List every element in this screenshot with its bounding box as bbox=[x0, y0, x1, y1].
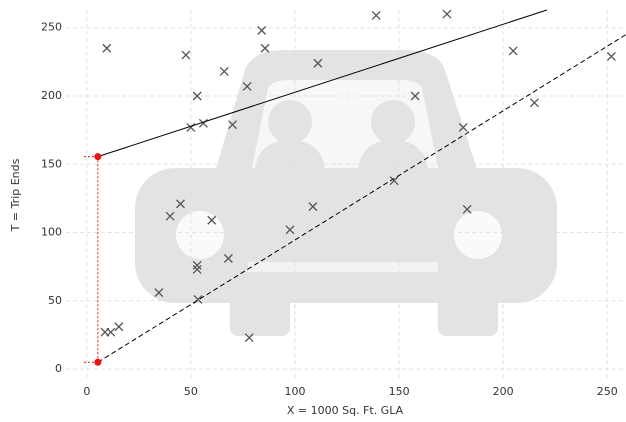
data-point bbox=[242, 81, 252, 91]
data-point bbox=[389, 176, 399, 186]
data-point bbox=[207, 215, 217, 225]
data-point bbox=[462, 204, 472, 214]
y-tick-label: 50 bbox=[48, 294, 62, 307]
car-watermark bbox=[135, 50, 557, 336]
data-point bbox=[228, 120, 238, 130]
y-axis-label: T = Trip Ends bbox=[9, 158, 22, 232]
x-tick-label: 200 bbox=[493, 385, 514, 398]
data-point bbox=[165, 211, 175, 221]
data-point bbox=[102, 43, 112, 53]
data-point bbox=[198, 118, 208, 128]
data-point bbox=[508, 46, 518, 56]
x-axis-label: X = 1000 Sq. Ft. GLA bbox=[287, 404, 404, 417]
data-point bbox=[94, 153, 102, 161]
data-point bbox=[223, 254, 233, 263]
data-point bbox=[313, 58, 323, 68]
data-point bbox=[94, 358, 102, 366]
data-point bbox=[181, 50, 191, 60]
data-point bbox=[260, 43, 270, 53]
data-point bbox=[192, 264, 202, 274]
data-point bbox=[529, 98, 539, 108]
line bbox=[97, 9, 548, 158]
y-tick-label: 100 bbox=[41, 226, 62, 239]
data-point bbox=[257, 26, 267, 35]
data-point bbox=[606, 51, 616, 61]
y-tick-label: 150 bbox=[41, 157, 62, 170]
x-tick-label: 150 bbox=[389, 385, 410, 398]
data-point bbox=[244, 333, 254, 343]
data-point bbox=[192, 91, 202, 101]
y-tick-label: 0 bbox=[55, 362, 62, 375]
data-point bbox=[442, 9, 452, 19]
data-point bbox=[371, 11, 381, 20]
data-point bbox=[154, 288, 164, 298]
x-tick-label: 250 bbox=[597, 385, 618, 398]
data-point bbox=[192, 260, 202, 270]
data-point bbox=[285, 225, 295, 235]
data-point bbox=[186, 122, 196, 132]
data-point bbox=[106, 327, 116, 337]
data-point bbox=[114, 322, 124, 332]
data-point bbox=[219, 66, 229, 76]
x-tick-label: 50 bbox=[184, 385, 198, 398]
x-tick-label: 100 bbox=[284, 385, 305, 398]
data-point bbox=[410, 91, 420, 101]
x-tick-label: 0 bbox=[83, 385, 90, 398]
data-point bbox=[458, 122, 468, 132]
y-tick-label: 250 bbox=[41, 21, 62, 34]
data-point bbox=[308, 202, 318, 212]
data-point bbox=[176, 199, 185, 209]
y-tick-label: 200 bbox=[41, 89, 62, 102]
